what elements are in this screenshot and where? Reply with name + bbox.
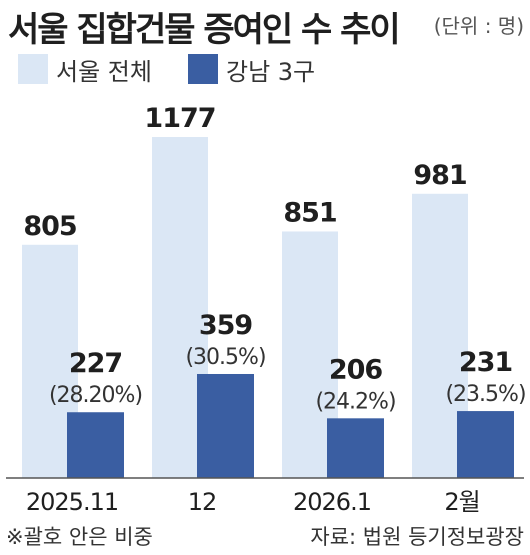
value-label-gangnam-2: 359 [199, 310, 253, 341]
legend-label-gangnam: 강남 3구 [226, 57, 316, 86]
legend-swatch-total [18, 54, 48, 84]
value-label-gangnam-3: 206 [329, 354, 383, 385]
x-tick-label-2: 12 [188, 488, 217, 516]
x-tick-label-3: 2026.1 [293, 488, 371, 516]
bar-gangnam-3 [327, 418, 384, 478]
value-label-gangnam-4: 231 [459, 347, 512, 378]
legend-swatch-gangnam [188, 54, 218, 84]
value-label-total-4: 981 [413, 160, 466, 191]
bar-gangnam-4 [457, 411, 514, 478]
legend-item-gangnam: 강남 3구 [188, 54, 316, 86]
bar-gangnam-1 [67, 412, 124, 478]
share-label-gangnam-1: (28.20%) [49, 383, 142, 408]
footnote: ※괄호 안은 비중 [6, 525, 153, 549]
source-note: 자료: 법원 등기정보광장 [310, 525, 524, 549]
share-label-gangnam-3: (24.2%) [315, 389, 395, 414]
value-label-total-2: 1177 [144, 103, 215, 134]
chart-title: 서울 집합건물 증여인 수 추이 [8, 10, 401, 50]
unit-label: (단위 : 명) [433, 14, 524, 38]
value-label-total-3: 851 [283, 197, 336, 228]
bar-gangnam-2 [197, 373, 254, 478]
value-label-gangnam-1: 227 [69, 348, 122, 379]
share-label-gangnam-4: (23.5%) [445, 382, 525, 407]
value-label-total-1: 805 [23, 211, 76, 242]
legend-item-total: 서울 전체 [18, 54, 152, 86]
x-tick-label-4: 2월 [444, 488, 479, 516]
legend-label-total: 서울 전체 [56, 57, 152, 86]
share-label-gangnam-2: (30.5%) [185, 345, 265, 370]
x-tick-label-1: 2025.11 [26, 488, 118, 516]
